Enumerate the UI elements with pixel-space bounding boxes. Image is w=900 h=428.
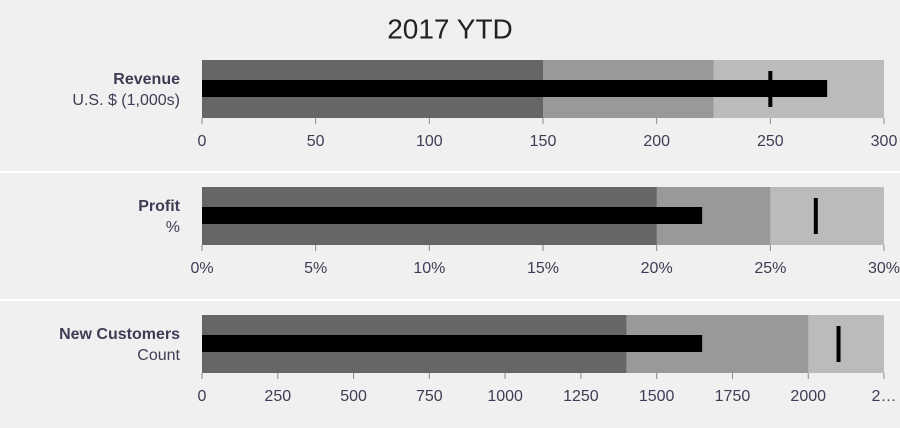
- x-tick-label: 150: [530, 133, 557, 150]
- target: [813, 198, 818, 234]
- bar: [202, 335, 703, 352]
- x-tick-label: 0: [198, 388, 207, 405]
- x-tick-label: 1500: [639, 388, 675, 405]
- x-tick-label: 250: [264, 388, 291, 405]
- x-tick-label: 50: [307, 133, 325, 150]
- x-tick-label: 0%: [190, 260, 213, 277]
- row-subtitle: %: [166, 219, 180, 236]
- x-tick-label: 25%: [754, 260, 786, 277]
- x-tick-label: 0: [198, 133, 207, 150]
- x-tick-label: 1250: [563, 388, 599, 405]
- x-tick-label: 750: [416, 388, 443, 405]
- x-tick-label: 1000: [487, 388, 523, 405]
- x-tick-label: 250: [757, 133, 784, 150]
- x-tick-label: 300: [871, 133, 898, 150]
- x-tick-label: 2000: [790, 388, 826, 405]
- target: [768, 71, 773, 107]
- row-subtitle: U.S. $ (1,000s): [72, 92, 180, 109]
- bar: [202, 207, 703, 224]
- x-tick-label: 30%: [868, 260, 900, 277]
- x-tick-label: 5%: [304, 260, 327, 277]
- x-tick-label: 500: [340, 388, 367, 405]
- target: [836, 326, 841, 362]
- x-tick-label: 1750: [715, 388, 751, 405]
- row-subtitle: Count: [137, 347, 180, 364]
- bar: [202, 80, 828, 97]
- row-title: Revenue: [113, 71, 180, 88]
- x-tick-label: 15%: [527, 260, 559, 277]
- x-tick-label: 100: [416, 133, 443, 150]
- x-tick-label: 2…: [872, 388, 897, 405]
- x-tick-label: 10%: [413, 260, 445, 277]
- x-tick-label: 200: [643, 133, 670, 150]
- chart-title: 2017 YTD: [387, 13, 513, 44]
- row-title: Profit: [138, 198, 180, 215]
- row-title: New Customers: [59, 326, 180, 343]
- x-tick-label: 20%: [641, 260, 673, 277]
